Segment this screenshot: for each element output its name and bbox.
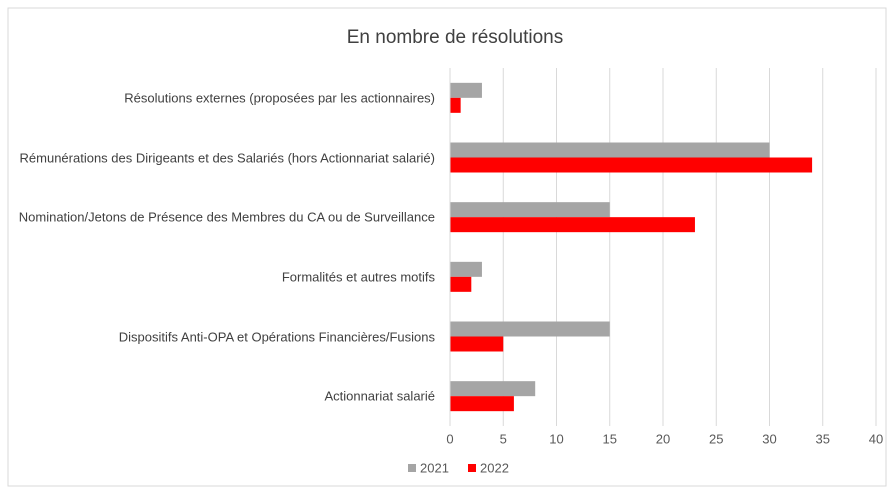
bar xyxy=(450,82,482,98)
bar xyxy=(450,97,461,113)
x-tick-label: 20 xyxy=(656,431,670,446)
x-tick-label: 35 xyxy=(816,431,830,446)
bar xyxy=(450,217,695,233)
category-label: Résolutions externes (proposées par les … xyxy=(5,89,435,106)
category-text: Rémunérations des Dirigeants et des Sala… xyxy=(19,150,435,165)
bar xyxy=(450,261,482,277)
x-tick-label: 40 xyxy=(869,431,883,446)
category-label: Dispositifs Anti-OPA et Opérations Finan… xyxy=(5,328,435,345)
category-text: Formalités et autres motifs xyxy=(281,269,435,285)
x-tick-label: 25 xyxy=(709,431,723,446)
category-text: Actionnariat salarié xyxy=(324,388,435,404)
bar xyxy=(450,142,770,158)
chart-title: En nombre de résolutions xyxy=(347,27,564,48)
x-tick-label: 15 xyxy=(603,431,617,446)
category-text: Nomination/Jetons de Présence des Membre… xyxy=(18,209,435,225)
x-tick-label: 0 xyxy=(446,431,453,446)
bar xyxy=(450,157,813,173)
bar xyxy=(450,396,514,412)
legend-swatch xyxy=(408,464,416,472)
category-label: Rémunérations des Dirigeants et des Sala… xyxy=(5,149,435,166)
legend-label: 2021 xyxy=(420,460,449,475)
x-tick-label: 30 xyxy=(762,431,776,446)
bar xyxy=(450,276,472,292)
bar xyxy=(450,336,504,352)
legend-label: 2022 xyxy=(480,460,509,475)
category-label: Nomination/Jetons de Présence des Membre… xyxy=(5,209,435,226)
category-text: Résolutions externes (proposées par les … xyxy=(124,90,435,106)
bar xyxy=(450,202,610,218)
category-label: Actionnariat salarié xyxy=(5,388,435,405)
x-tick-label: 5 xyxy=(500,431,507,446)
legend-swatch xyxy=(468,464,476,472)
chart-frame xyxy=(7,7,887,487)
bar xyxy=(450,321,610,337)
bar xyxy=(450,381,536,397)
x-tick-label: 10 xyxy=(549,431,563,446)
category-label: Formalités et autres motifs xyxy=(5,268,435,285)
category-text: Dispositifs Anti-OPA et Opérations Finan… xyxy=(118,329,435,344)
